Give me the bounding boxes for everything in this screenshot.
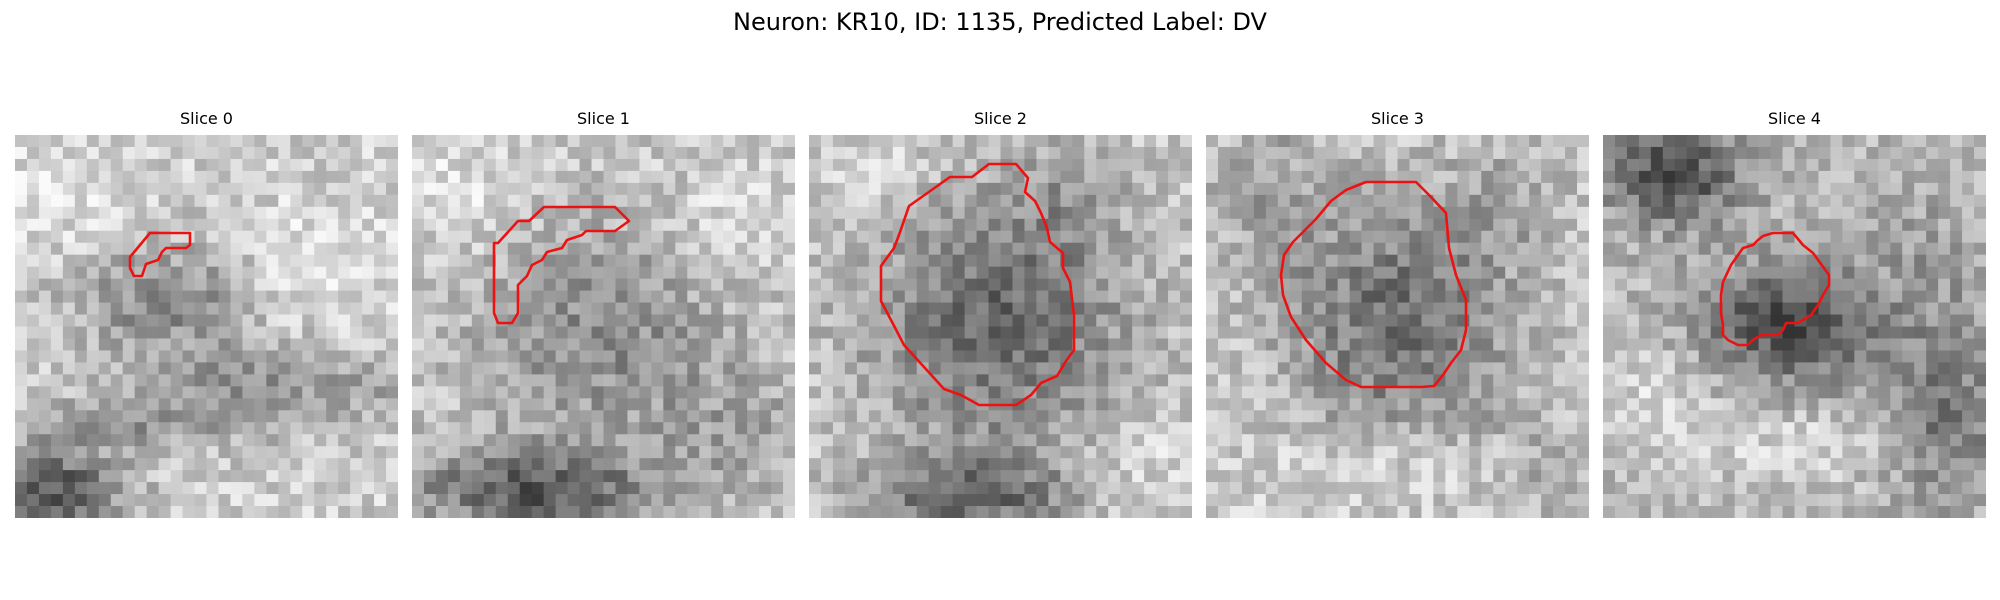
slice-svg-2 [809,135,1192,518]
figure-title: Neuron: KR10, ID: 1135, Predicted Label:… [733,8,1267,36]
slice-panel-3: Slice 3 [1206,107,1589,518]
slice-svg-1 [412,135,795,518]
pixel-grid [412,135,795,518]
slice-panel-1: Slice 1 [412,107,795,518]
roi-contour [879,162,1076,407]
roi-contour [1719,231,1831,347]
slice-svg-3 [1206,135,1589,518]
slice-title-2: Slice 2 [974,109,1027,128]
pixel-grid [1206,135,1589,518]
slice-title-1: Slice 1 [577,109,630,128]
slice-title-0: Slice 0 [180,109,233,128]
slice-panel-4: Slice 4 [1603,107,1986,518]
roi-contour [1279,180,1468,389]
slice-svg-0 [15,135,398,518]
slice-image-1 [412,135,795,518]
roi-contour [128,231,192,278]
pixel-grid [809,135,1192,518]
slice-panel-2: Slice 2 [809,107,1192,518]
pixel-grid [15,135,398,518]
slice-panel-0: Slice 0 [15,107,398,518]
slice-image-4 [1603,135,1986,518]
slice-title-4: Slice 4 [1768,109,1821,128]
slice-svg-4 [1603,135,1986,518]
slice-image-2 [809,135,1192,518]
roi-contour [492,205,631,325]
slice-image-3 [1206,135,1589,518]
slice-title-3: Slice 3 [1371,109,1424,128]
pixel-grid [1603,135,1986,518]
slice-image-0 [15,135,398,518]
